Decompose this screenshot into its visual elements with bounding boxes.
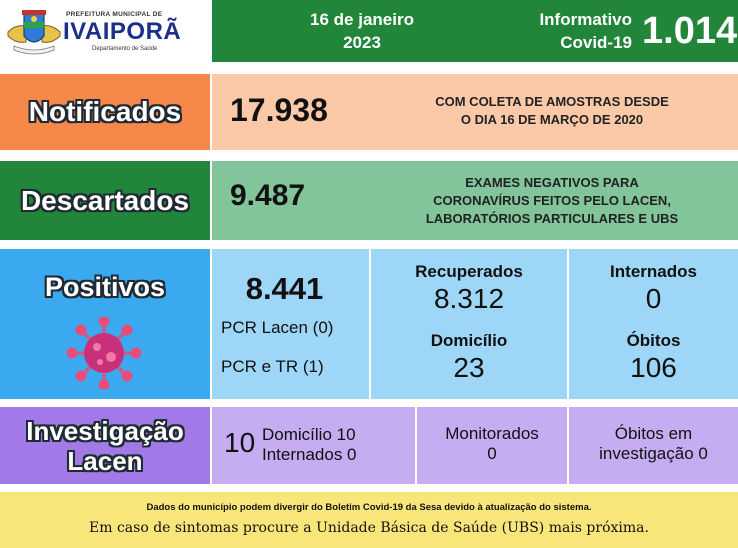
footer-advice: Em caso de sintomas procure a Unidade Bá… xyxy=(89,520,649,536)
obitos-investigacao-line2: investigação 0 xyxy=(599,444,708,463)
descartados-note-line2: CORONAVÍRUS FEITOS PELO LACEN, xyxy=(433,193,671,208)
obitos-investigacao-panel: Óbitos em investigação 0 xyxy=(569,407,738,484)
domicilio-label: Domicílio xyxy=(430,331,508,350)
investigacao-label-line2: Lacen xyxy=(67,445,143,476)
descartados-label: Descartados xyxy=(0,161,210,240)
investigacao-domicilio: Domicílio 10 xyxy=(262,425,356,444)
notificados-panel: 17.938 COM COLETA DE AMOSTRAS DESDE O DI… xyxy=(212,74,738,150)
date-line2: 2023 xyxy=(343,33,381,52)
date-line1: 16 de janeiro xyxy=(310,10,414,29)
recuperados-value: 8.312 xyxy=(433,283,505,314)
investigacao-main-panel: 10 Domicílio 10 Internados 0 xyxy=(212,407,415,484)
footer-disclaimer: Dados do município podem divergir do Bol… xyxy=(146,501,592,513)
descartados-note-line3: LABORATÓRIOS PARTICULARES E UBS xyxy=(425,211,679,226)
notificados-note: COM COLETA DE AMOSTRAS DESDE O DIA 16 DE… xyxy=(392,88,712,134)
investigacao-internados: Internados 0 xyxy=(262,445,357,464)
city-crest-icon xyxy=(7,10,61,55)
info-block: Informativo Covid-19 xyxy=(510,8,632,54)
footer: Dados do município podem divergir do Bol… xyxy=(0,492,738,548)
internados-panel: Internados 0 Óbitos 106 xyxy=(569,249,738,399)
monitorados-panel: Monitorados 0 xyxy=(417,407,567,484)
department-label: Departamento de Saúde xyxy=(92,46,158,52)
pcr-tr: PCR e TR (1) xyxy=(221,357,324,376)
positivos-value: 8.441 xyxy=(245,271,324,306)
monitorados-value: 0 xyxy=(487,444,497,463)
date-block: 16 de janeiro 2023 xyxy=(272,8,452,54)
city-name: IVAIPORÃ xyxy=(63,18,182,45)
investigacao-total: 10 xyxy=(224,427,256,458)
obitos-value: 106 xyxy=(630,352,677,383)
notificados-note-line1: COM COLETA DE AMOSTRAS DESDE xyxy=(435,94,669,109)
descartados-note: EXAMES NEGATIVOS PARA CORONAVÍRUS FEITOS… xyxy=(392,173,712,229)
obitos-label: Óbitos xyxy=(626,331,681,350)
info-line2: Covid-19 xyxy=(560,33,632,52)
descartados-note-line1: EXAMES NEGATIVOS PARA xyxy=(465,175,639,190)
notificados-label: Notificados xyxy=(0,74,210,150)
positivos-main-panel: 8.441 PCR Lacen (0) PCR e TR (1) xyxy=(212,249,369,399)
recuperados-label: Recuperados xyxy=(415,262,523,281)
domicilio-value: 23 xyxy=(453,352,485,383)
descartados-value: 9.487 xyxy=(230,179,306,212)
investigacao-label-line1: Investigação xyxy=(26,415,184,446)
monitorados-label: Monitorados xyxy=(445,424,539,443)
internados-value: 0 xyxy=(645,283,662,314)
prefeitura-label: PREFEITURA MUNICIPAL DE xyxy=(66,11,163,18)
info-line1: Informativo xyxy=(539,10,632,29)
positivos-label: Positivos xyxy=(44,271,166,302)
notificados-value: 17.938 xyxy=(230,92,328,128)
descartados-panel: 9.487 EXAMES NEGATIVOS PARA CORONAVÍRUS … xyxy=(212,161,738,240)
obitos-investigacao-line1: Óbitos em xyxy=(614,424,693,443)
pcr-lacen: PCR Lacen (0) xyxy=(221,318,334,337)
bulletin-number: 1.014 xyxy=(642,10,738,52)
header-bar: 16 de janeiro 2023 Informativo Covid-19 … xyxy=(212,0,738,62)
internados-label: Internados xyxy=(610,262,697,281)
recuperados-panel: Recuperados 8.312 Domicílio 23 xyxy=(371,249,567,399)
investigacao-label: Investigação Lacen xyxy=(0,407,210,484)
positivos-label-block: Positivos xyxy=(0,249,210,399)
notificados-note-line2: O DIA 16 DE MARÇO DE 2020 xyxy=(460,112,644,127)
virus-icon xyxy=(66,317,142,389)
logo-block: PREFEITURA MUNICIPAL DE IVAIPORÃ Departa… xyxy=(0,0,210,62)
